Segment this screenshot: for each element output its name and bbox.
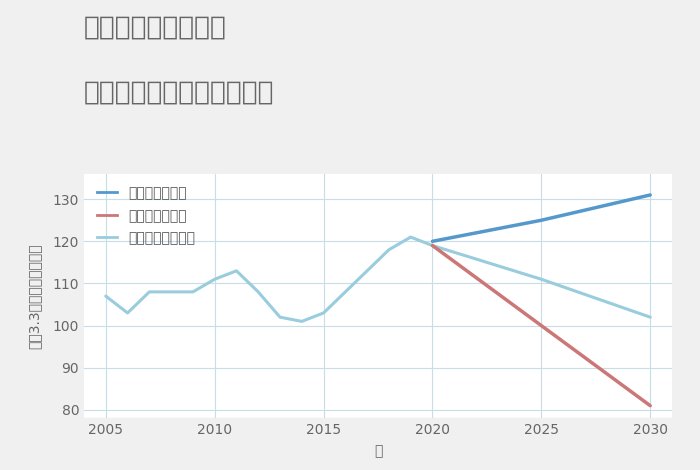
Text: 千葉県柏たなか駅の: 千葉県柏たなか駅の: [84, 14, 227, 40]
Y-axis label: 坪（3.3㎡）単価（万円）: 坪（3.3㎡）単価（万円）: [27, 243, 41, 349]
X-axis label: 年: 年: [374, 444, 382, 458]
Text: 中古マンションの価格推移: 中古マンションの価格推移: [84, 80, 274, 106]
Legend: グッドシナリオ, バッドシナリオ, ノーマルシナリオ: グッドシナリオ, バッドシナリオ, ノーマルシナリオ: [91, 181, 201, 251]
